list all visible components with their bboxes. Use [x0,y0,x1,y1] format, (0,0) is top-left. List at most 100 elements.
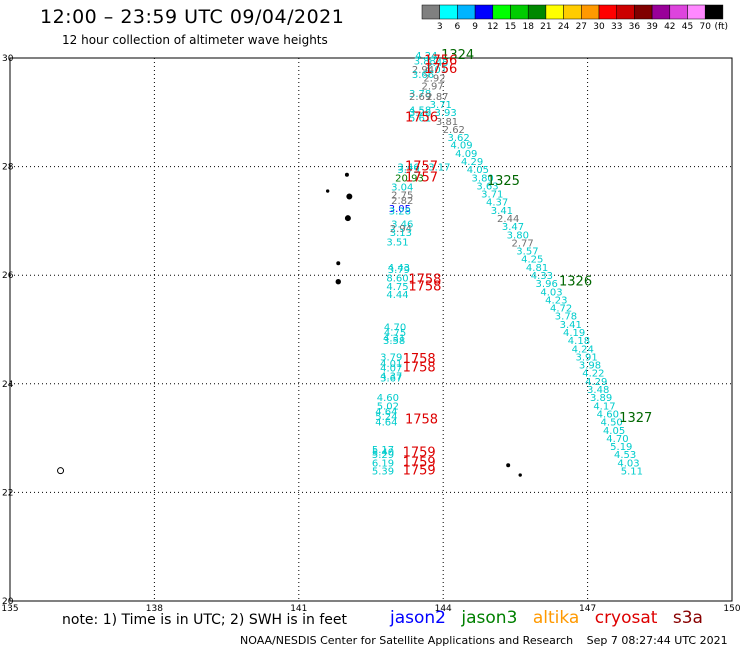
sat-s3a: s3a [672,608,703,628]
legend-bin-label: 33 [611,22,622,32]
sat-altika: altika [532,608,580,628]
swh-value-label: 4.07 [380,363,402,374]
swh-value-label: 3.80 [472,173,494,184]
island-marker [335,279,341,285]
swh-value-label: 3.41 [560,320,582,331]
pass-time-label: 1327 [619,411,652,426]
swh-value-label: 3.51 [386,237,408,248]
legend-swatch [669,4,688,20]
swh-value-label: 2.75 [391,191,413,202]
swh-value-label: 3.78 [409,89,431,100]
legend-swatch [492,4,511,20]
legend-swatch [651,4,671,20]
map-frame [9,57,733,602]
swh-value-label: 5.29 [372,450,394,461]
swh-value-label: 4.64 [375,407,397,418]
swh-value-label: 4.75 [386,282,408,293]
swh-value-label: 4.05 [603,426,625,437]
satellite-legend: jason2 jason3 altika cryosat s3a [390,608,713,628]
legend-bin-label: 42 [664,22,675,32]
legend-bin-label: 21 [540,22,551,32]
legend-swatch [527,4,547,20]
legend-bin-label: 70 [699,22,711,32]
legend-swatch [439,4,458,20]
swh-value-label: 3.28 [389,206,411,217]
swh-value-label: 2.92 [423,73,445,84]
y-tick-label: 30 [2,54,14,64]
swh-value-label: 5.11 [621,466,643,477]
y-tick-label: 26 [2,271,14,281]
swh-value-label: 4.19 [563,328,585,339]
swh-value-label: 4.58 [409,105,431,116]
swh-value-label: 5.17 [372,445,394,456]
swh-value-label: 3.89 [590,393,612,404]
swh-value-label: 4.53 [614,450,636,461]
legend-bin-label: 18 [522,22,534,32]
x-tick-label: 144 [435,604,452,614]
swh-value-label: 4.29 [461,157,483,168]
swh-value-label: 3.46 [391,219,413,230]
color-legend: 3 6 9 12 15 18 21 24 27 30 33 36 39 42 45 70 (ft) [421,4,728,32]
pass-time-label: 1758 [403,360,436,375]
swh-value-label: 4.05 [467,165,489,176]
pass-time-label: 1759 [403,446,436,461]
swh-value-label: 2.94 [390,224,412,235]
swh-value-label: 3.93 [434,108,456,119]
legend-bin-label: 3 [437,22,443,32]
swh-value-label: 4.01 [380,359,402,370]
swh-value-label: 3.79 [380,352,402,363]
legend-bin-label: 45 [682,22,693,32]
swh-value-label: 4.33 [531,271,553,282]
legend-bin-label: 27 [576,22,587,32]
footer-note: note: 1) Time is in UTC; 2) SWH is in fe… [62,612,348,628]
pass-time-label: 1326 [559,275,592,290]
chart-title: 12:00 – 23:59 UTC 09/04/2021 [40,6,345,28]
pass-time-label: 1757 [405,170,438,185]
pass-time-label: 1759 [403,463,436,478]
swh-value-label: 4.43 [388,263,410,274]
swh-value-label: 4.01 [425,65,447,76]
island-marker [325,189,330,193]
pass-time-label: 1757 [405,159,438,174]
pass-time-label: 1758 [408,279,441,294]
swh-value-label: 3.83 [414,57,436,68]
swh-value-label: 3.47 [502,222,524,233]
island-marker [344,172,349,177]
swh-value-label: 2.87 [426,92,448,103]
swh-value-label: 3.66 [412,70,434,81]
swh-value-label: 4.72 [550,304,572,315]
swh-value-label: 4.70 [384,323,406,334]
swh-value-label: 4.44 [386,290,408,301]
legend-swatch [616,4,635,20]
swh-value-label: 3.98 [579,361,601,372]
pass-time-label: 1325 [487,174,520,189]
swh-value-label: 4.37 [486,198,508,209]
swh-value-label: 4.60 [377,393,399,404]
pass-time-label: 1756 [424,54,457,69]
swh-value-label: 5.61 [409,114,431,125]
swh-value-label: 4.64 [375,418,397,429]
swh-value-label: 3.46 [397,162,419,173]
swh-value-label: 4.37 [380,371,402,382]
swh-value-label: 3.04 [391,182,413,193]
island-marker [344,215,351,222]
swh-value-label: 3.17 [428,162,450,173]
legend-bin-label: 30 [593,22,605,32]
island-marker [57,467,65,475]
swh-value-label: 2.77 [511,238,533,249]
credit-timestamp: Sep 7 08:27:44 UTC 2021 [586,634,728,647]
swh-value-label: 4.70 [606,434,628,445]
swh-value-label: 2.94 [412,65,434,76]
legend-bin-label: 36 [629,22,641,32]
y-tick-label: 28 [2,163,14,173]
swh-value-label: 4.18 [568,336,590,347]
swh-value-label: 4.81 [526,263,548,274]
swh-value-label: 2.82 [391,196,413,207]
swh-value-label: 5.24 [375,412,397,423]
pass-time-label: 1756 [424,62,457,77]
swh-value-label: 5.39 [372,466,394,477]
pass-time-label: 1756 [405,111,438,126]
legend-swatch [598,4,617,20]
swh-value-label: 20.93 [395,173,424,184]
